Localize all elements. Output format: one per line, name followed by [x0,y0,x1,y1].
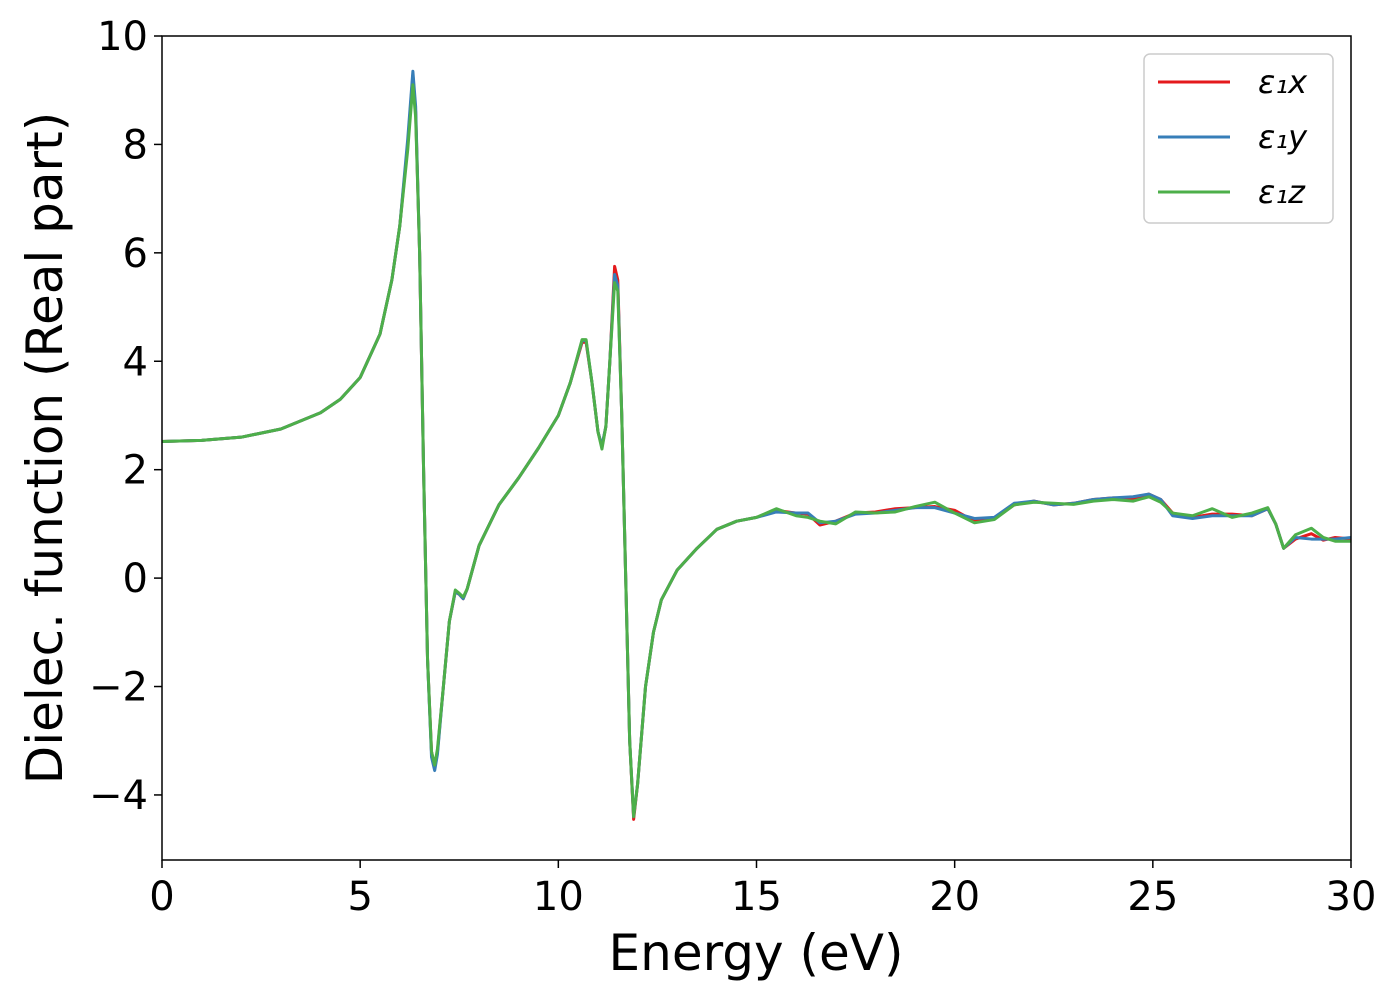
x-tick-label: 25 [1127,874,1178,920]
x-axis-label: Energy (eV) [609,924,904,982]
x-tick-label: 15 [731,874,782,920]
y-tick-label: −2 [89,665,148,711]
y-axis: −4 −2 0 2 4 6 8 10 [89,14,162,819]
series-line-2 [162,83,1351,819]
y-tick-label: 8 [123,122,148,168]
legend-box [1143,53,1334,224]
y-axis-label: Dielec. function (Real part) [16,112,74,784]
x-tick-label: 30 [1326,874,1377,920]
legend-label: ε₁z [1258,173,1306,211]
x-axis: 0 5 10 15 20 25 30 [149,860,1376,920]
y-tick-label: 10 [97,14,148,60]
x-tick-label: 20 [929,874,980,920]
y-tick-label: 4 [123,339,148,385]
x-tick-label: 10 [533,874,584,920]
series-lines [162,69,1351,821]
y-tick-label: −4 [89,773,148,819]
legend-label: ε₁y [1258,118,1308,156]
legend: ε₁x ε₁y ε₁z [1143,53,1334,224]
y-tick-label: 6 [123,231,148,277]
x-tick-label: 0 [149,874,174,920]
y-tick-label: 2 [123,448,148,494]
legend-label: ε₁x [1258,63,1308,101]
y-tick-label: 0 [123,556,148,602]
x-tick-label: 5 [347,874,372,920]
